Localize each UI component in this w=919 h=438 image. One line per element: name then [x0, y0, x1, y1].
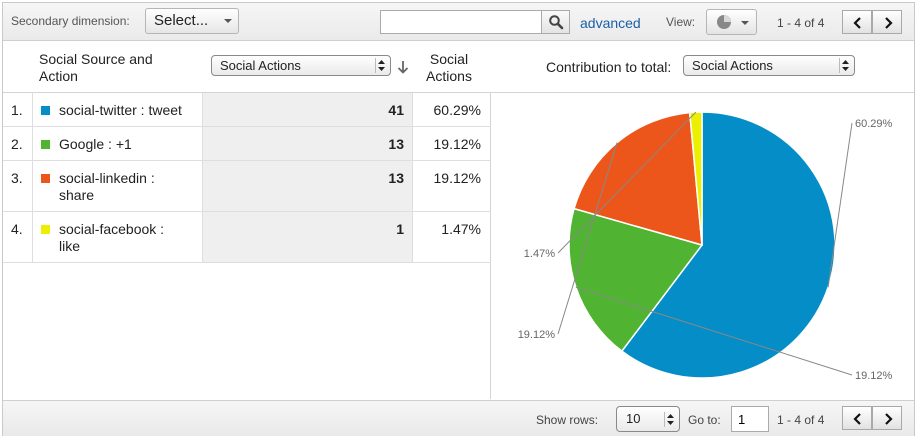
- row-index-cell: 2.: [3, 127, 33, 160]
- pie-label-leader: [557, 111, 697, 254]
- pie-slice-label: 19.12%: [855, 370, 893, 382]
- row-value-cell: 41: [202, 93, 413, 126]
- show-rows-select[interactable]: 10: [616, 406, 680, 432]
- next-page-button-footer[interactable]: [872, 406, 902, 430]
- row-label[interactable]: social-linkedin : share: [59, 170, 155, 203]
- chevron-left-icon: [853, 17, 861, 29]
- row-value-cell: 13: [202, 161, 413, 211]
- view-select-button[interactable]: [706, 9, 757, 35]
- metric-column-header[interactable]: Social Actions: [426, 51, 472, 84]
- row-percent: 1.47%: [441, 221, 481, 237]
- pie-chart-icon: [717, 15, 731, 29]
- row-value: 13: [388, 136, 404, 152]
- updown-arrows-icon: [664, 412, 674, 427]
- row-index-cell: 1.: [3, 93, 33, 126]
- legend-swatch: [41, 140, 50, 149]
- row-index: 3.: [11, 170, 23, 186]
- next-page-button[interactable]: [872, 10, 902, 34]
- contribution-select[interactable]: Social Actions: [683, 55, 855, 76]
- row-value: 41: [388, 102, 404, 118]
- pie-label-leader: [575, 286, 853, 376]
- row-index: 2.: [11, 136, 23, 152]
- chevron-right-icon: [885, 413, 893, 425]
- sort-descending-icon[interactable]: [397, 60, 409, 74]
- updown-arrows-icon: [375, 58, 385, 73]
- page-range: 1 - 4 of 4: [777, 16, 825, 30]
- chevron-down-icon: [224, 19, 232, 23]
- secondary-dimension-label: Secondary dimension:: [11, 14, 130, 28]
- row-percent: 19.12%: [433, 136, 481, 152]
- row-value-cell: 13: [202, 127, 413, 160]
- legend-swatch: [41, 106, 50, 115]
- table-footer: Show rows: 10 Go to: 1 - 4 of 4: [3, 400, 914, 436]
- row-value: 1: [396, 221, 404, 237]
- row-label[interactable]: social-facebook : like: [59, 221, 165, 254]
- pie-slice-label: 19.12%: [518, 329, 556, 341]
- prev-page-button-footer[interactable]: [842, 406, 872, 430]
- search-button[interactable]: [542, 10, 570, 34]
- pie-slice-label: 1.47%: [524, 248, 555, 260]
- table-row[interactable]: 4. social-facebook : like 1 1.47%: [3, 212, 490, 263]
- row-index: 4.: [11, 221, 23, 237]
- secondary-dimension-select[interactable]: Select...: [145, 8, 239, 34]
- table-row[interactable]: 3. social-linkedin : share 13 19.12%: [3, 161, 490, 212]
- show-rows-label: Show rows:: [536, 413, 599, 427]
- row-percent: 60.29%: [433, 102, 481, 118]
- row-label[interactable]: social-twitter : tweet: [59, 102, 182, 118]
- row-label[interactable]: Google : +1: [59, 136, 132, 152]
- secondary-dimension-value: Select...: [154, 12, 209, 29]
- table-header: Social Source and Action Social Actions …: [3, 41, 914, 93]
- prev-page-button[interactable]: [842, 10, 872, 34]
- pie-label-leader: [827, 122, 853, 288]
- goto-label: Go to:: [688, 413, 721, 427]
- table-row[interactable]: 2. Google : +1 13 19.12%: [3, 127, 490, 161]
- table-row[interactable]: 1. social-twitter : tweet 41 60.29%: [3, 93, 490, 127]
- metric-select-value: Social Actions: [220, 58, 301, 73]
- pie-slice-label: 60.29%: [855, 118, 893, 130]
- row-value: 13: [388, 170, 404, 186]
- pie-chart-panel: 60.29% 19.12% 19.12% 1.47%: [491, 93, 914, 399]
- advanced-link[interactable]: advanced: [580, 15, 641, 31]
- row-index-cell: 4.: [3, 212, 33, 262]
- updown-arrows-icon: [839, 58, 849, 73]
- page-range-footer: 1 - 4 of 4: [777, 413, 825, 427]
- row-index: 1.: [11, 102, 23, 118]
- row-value-cell: 1: [202, 212, 413, 262]
- row-percent: 19.12%: [433, 170, 481, 186]
- pie-label-leader: [557, 142, 618, 335]
- contribution-select-value: Social Actions: [692, 58, 773, 73]
- search-icon: [549, 15, 564, 30]
- chevron-down-icon: [741, 21, 749, 25]
- row-index-cell: 3.: [3, 161, 33, 211]
- view-label: View:: [666, 15, 696, 29]
- show-rows-value: 10: [626, 411, 641, 426]
- contribution-label: Contribution to total:: [546, 59, 672, 75]
- chevron-left-icon: [853, 413, 861, 425]
- metric-select[interactable]: Social Actions: [211, 55, 391, 76]
- search-input[interactable]: [380, 10, 542, 34]
- legend-swatch: [41, 225, 50, 234]
- table-toolbar: Secondary dimension: Select... advanced …: [3, 3, 914, 41]
- chevron-right-icon: [885, 17, 893, 29]
- goto-page-input[interactable]: [731, 406, 769, 432]
- legend-swatch: [41, 174, 50, 183]
- pie-chart: 60.29% 19.12% 19.12% 1.47%: [518, 111, 893, 382]
- dimension-column-header[interactable]: Social Source and Action: [39, 51, 153, 84]
- table-body: 1. social-twitter : tweet 41 60.29% 2. G…: [3, 93, 491, 399]
